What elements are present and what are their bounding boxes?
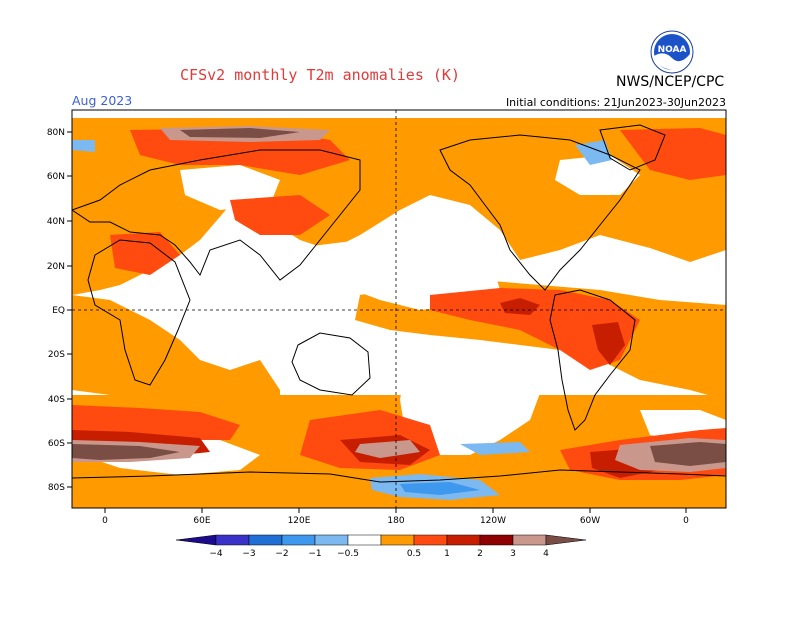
lon-tick-label: 0 — [683, 516, 689, 526]
colorbar-label: 2 — [477, 549, 483, 559]
colorbar-label: 4 — [543, 549, 549, 559]
lon-tick-label: 120E — [288, 516, 311, 526]
anomaly-region — [400, 350, 545, 455]
colorbar-max-arrow — [545, 534, 587, 546]
colorbar-label: 1 — [444, 549, 450, 559]
colorbar-segment — [380, 534, 415, 546]
lat-tick-label: 80S — [48, 483, 65, 493]
colorbar-segment — [347, 534, 382, 546]
lon-tick-label: 0 — [102, 516, 108, 526]
colorbar-segment — [512, 534, 547, 546]
map-title: CFSv2 monthly T2m anomalies (K) — [180, 66, 460, 84]
coastline-antarctica — [72, 469, 726, 483]
lat-tick-label: 80N — [47, 128, 65, 138]
coastline-south-america — [549, 289, 636, 431]
map-frame — [71, 109, 727, 509]
lat-tick-label: 60N — [47, 172, 65, 182]
coastline-africa — [87, 239, 191, 386]
colorbar-segment — [314, 534, 349, 546]
coastline-eurasia — [72, 149, 361, 281]
anomaly-region — [430, 288, 640, 370]
anomaly-region — [555, 155, 640, 195]
coastline-north-america — [439, 134, 641, 291]
lat-tick-label: 20S — [48, 350, 65, 360]
lat-tick-label: 40S — [48, 395, 65, 405]
colorbar-label: −4 — [209, 549, 223, 559]
colorbar-label: 3 — [510, 549, 516, 559]
anomaly-region — [72, 405, 240, 440]
anomaly-region — [355, 440, 420, 458]
colorbar-labels: −4 −3 −2 −1 −0.5 0.5 1 2 3 4 — [209, 549, 549, 559]
colorbar-segment — [281, 534, 316, 546]
colorbar-label: −0.5 — [337, 549, 359, 559]
noaa-logo-text: NOAA — [658, 45, 687, 55]
anomaly-region — [400, 482, 480, 495]
colorbar-label: −3 — [242, 549, 255, 559]
colorbar-label: 0.5 — [407, 549, 421, 559]
coastlines — [72, 124, 726, 483]
initial-conditions: Initial conditions: 21Jun2023-30Jun2023 — [505, 96, 726, 109]
colorbar-min-arrow — [175, 534, 217, 546]
lat-tick-label: 60S — [48, 439, 65, 449]
lat-tick-label: 20N — [47, 262, 65, 272]
longitude-axis: 0 60E 120E 180 120W 60W 0 — [102, 508, 689, 526]
colorbar-segment — [215, 534, 250, 546]
noaa-logo: NOAA — [650, 30, 694, 74]
latitude-axis: 80N 60N 40N 20N EQ 20S 40S 60S 80S — [47, 128, 72, 493]
lon-tick-label: 60E — [193, 516, 210, 526]
colorbar-segment — [413, 534, 448, 546]
lat-tick-label: 40N — [47, 217, 65, 227]
anomaly-region — [72, 295, 280, 420]
lat-tick-label: EQ — [52, 306, 65, 316]
anomaly-region — [620, 128, 726, 180]
forecast-period: Aug 2023 — [72, 93, 133, 108]
colorbar — [175, 534, 587, 546]
colorbar-segment — [446, 534, 481, 546]
colorbar-label: −2 — [275, 549, 288, 559]
anomaly-region — [460, 442, 530, 455]
anomaly-region — [592, 322, 625, 365]
anomaly-field — [72, 110, 726, 508]
colorbar-label: −1 — [308, 549, 321, 559]
anomaly-region — [280, 225, 500, 310]
lon-tick-label: 180 — [387, 516, 404, 526]
agency-label: NWS/NCEP/CPC — [616, 74, 725, 90]
anomaly-region — [180, 128, 300, 138]
lon-tick-label: 120W — [480, 516, 506, 526]
lon-tick-label: 60W — [580, 516, 600, 526]
coastline-australia — [291, 332, 371, 396]
coastline-greenland — [599, 124, 666, 171]
anomaly-region — [650, 442, 726, 466]
anomaly-region — [72, 140, 95, 152]
colorbar-segment — [479, 534, 514, 546]
anomaly-region — [72, 444, 180, 460]
colorbar-segment — [248, 534, 283, 546]
anomaly-region — [500, 298, 540, 315]
anomaly-region — [230, 195, 330, 235]
anomaly-region — [110, 232, 180, 275]
anomaly-region — [575, 140, 612, 165]
